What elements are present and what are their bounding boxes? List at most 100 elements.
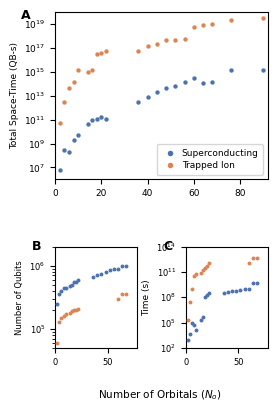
- Point: [173, 36, 177, 43]
- Point: [207, 290, 211, 296]
- Point: [70, 308, 74, 314]
- Point: [120, 291, 124, 298]
- Point: [192, 322, 197, 328]
- Point: [120, 262, 124, 269]
- Point: [190, 286, 195, 292]
- Point: [194, 326, 199, 333]
- Text: C: C: [163, 240, 172, 254]
- Point: [188, 330, 192, 337]
- Point: [104, 47, 108, 54]
- Point: [201, 267, 205, 274]
- Point: [182, 78, 187, 85]
- Point: [190, 320, 195, 327]
- Point: [222, 290, 226, 296]
- Point: [99, 114, 104, 121]
- Point: [229, 17, 233, 24]
- Point: [76, 276, 81, 283]
- Point: [182, 35, 187, 42]
- Point: [247, 286, 251, 292]
- Point: [164, 36, 168, 43]
- Point: [58, 120, 62, 126]
- Point: [62, 146, 67, 153]
- Point: [205, 263, 209, 269]
- Point: [192, 24, 196, 30]
- Point: [68, 310, 72, 316]
- Point: [74, 279, 78, 285]
- Point: [61, 284, 66, 291]
- Point: [70, 282, 74, 288]
- Point: [251, 280, 255, 286]
- Point: [72, 279, 76, 285]
- Point: [116, 296, 120, 302]
- Point: [188, 298, 192, 305]
- Point: [76, 66, 81, 73]
- Point: [198, 270, 203, 276]
- Point: [201, 22, 205, 28]
- Point: [226, 289, 230, 295]
- Point: [57, 291, 62, 298]
- Point: [104, 116, 108, 122]
- Point: [99, 50, 104, 56]
- Point: [99, 270, 104, 277]
- Point: [136, 99, 140, 105]
- Point: [67, 85, 71, 92]
- Point: [210, 78, 214, 85]
- Point: [95, 272, 99, 279]
- Point: [203, 294, 207, 300]
- Point: [57, 318, 62, 325]
- Point: [164, 85, 168, 92]
- Point: [251, 254, 255, 261]
- Point: [63, 311, 68, 318]
- Point: [55, 300, 60, 307]
- Point: [90, 117, 94, 123]
- Point: [76, 132, 81, 138]
- Point: [59, 314, 64, 321]
- Y-axis label: Total Space-Time (QB-s): Total Space-Time (QB-s): [10, 42, 19, 149]
- Point: [229, 66, 233, 73]
- Point: [186, 336, 190, 343]
- Point: [192, 75, 196, 81]
- Point: [136, 48, 140, 55]
- Point: [255, 280, 259, 286]
- Point: [261, 15, 265, 22]
- Point: [255, 254, 259, 261]
- Text: Number of Orbitals ($N_o$): Number of Orbitals ($N_o$): [98, 388, 222, 400]
- Point: [242, 286, 247, 292]
- Point: [71, 137, 76, 143]
- Point: [76, 305, 81, 312]
- Point: [124, 291, 129, 298]
- Point: [68, 283, 72, 289]
- Y-axis label: Number of Qubits: Number of Qubits: [15, 260, 24, 335]
- Point: [201, 80, 205, 86]
- Point: [238, 287, 243, 293]
- Point: [72, 307, 76, 313]
- Point: [201, 314, 205, 320]
- Point: [198, 317, 203, 323]
- Text: A: A: [21, 9, 31, 22]
- Point: [194, 271, 199, 278]
- Point: [124, 262, 129, 269]
- Point: [55, 340, 60, 346]
- Point: [261, 66, 265, 73]
- Point: [186, 317, 190, 323]
- Point: [61, 313, 66, 319]
- Point: [173, 83, 177, 90]
- Point: [103, 268, 108, 275]
- Point: [210, 21, 214, 27]
- Point: [59, 288, 64, 294]
- Point: [71, 78, 76, 85]
- Point: [62, 99, 67, 105]
- Point: [90, 66, 94, 73]
- Y-axis label: Time (s): Time (s): [142, 279, 151, 316]
- Point: [145, 94, 150, 100]
- Point: [63, 284, 68, 291]
- Point: [155, 89, 159, 95]
- Point: [116, 265, 120, 272]
- Point: [58, 167, 62, 173]
- Point: [207, 260, 211, 267]
- Point: [112, 265, 116, 272]
- Point: [95, 51, 99, 57]
- Point: [91, 274, 95, 281]
- Point: [67, 149, 71, 155]
- Point: [85, 68, 90, 75]
